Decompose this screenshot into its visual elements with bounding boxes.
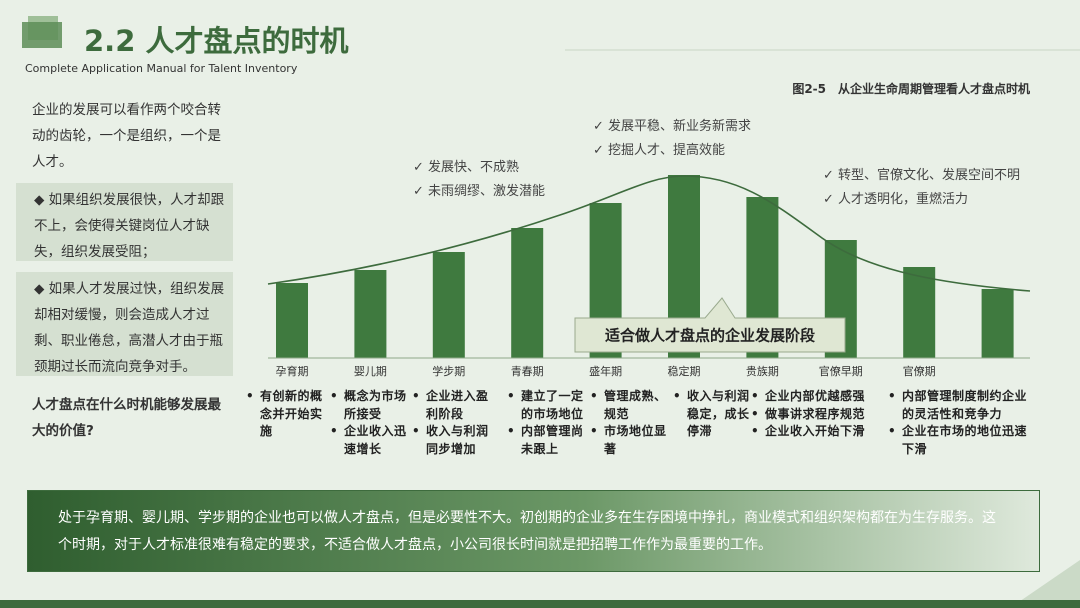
stage-note-item: 管理成熟、规范 <box>590 388 670 423</box>
annotation-group: ✓ 发展快、不成熟 ✓ 未雨绸缪、激发潜能 <box>413 156 545 204</box>
annotation: ✓ 发展平稳、新业务新需求 <box>593 119 752 134</box>
stage-note: 管理成熟、规范市场地位显著 <box>590 388 670 458</box>
bar <box>432 252 465 358</box>
x-tick-label: 孕育期 <box>276 364 309 378</box>
question: 人才盘点在什么时机能够发展最大的价值? <box>32 397 221 439</box>
stage-note-item: 企业在市场的地位迅速下滑 <box>888 423 1030 458</box>
stage-note: 概念为市场所接受企业收入迅速增长 <box>330 388 410 458</box>
stage-note-item: 有创新的概念并开始实施 <box>246 388 326 441</box>
footer-band <box>0 600 1080 608</box>
stage-note: 收入与利润稳定，成长停滞 <box>673 388 753 441</box>
annotation: ✓ 人才透明化，重燃活力 <box>823 192 969 207</box>
annotation: ✓ 转型、官僚文化、发展空间不明 <box>823 168 1021 183</box>
x-tick-label: 青春期 <box>511 365 544 378</box>
corner-deco <box>1010 560 1080 608</box>
x-tick-label: 学步期 <box>432 364 465 378</box>
stage-note-item: 企业收入迅速增长 <box>330 423 410 458</box>
bar <box>354 270 387 358</box>
annotation: ✓ 挖掘人才、提高效能 <box>593 143 726 158</box>
x-tick-label: 官僚期 <box>903 364 936 378</box>
annotation-group: ✓ 发展平稳、新业务新需求 ✓ 挖掘人才、提高效能 <box>593 115 751 163</box>
chart-title: 图2-5 从企业生命周期管理看人才盘点时机 <box>792 82 1030 96</box>
intro-paragraph: 企业的发展可以看作两个咬合转动的齿轮，一个是组织，一个是人才。 <box>32 102 221 170</box>
summary: 处于孕育期、婴儿期、学步期的企业也可以做人才盘点，但是必要性不大。初创期的企业多… <box>27 490 1040 572</box>
stage-note: 企业内部优越感强做事讲求程序规范企业收入开始下滑 <box>751 388 881 441</box>
x-tick-label: 官僚早期 <box>819 364 863 378</box>
x-tick-label: 稳定期 <box>668 364 701 378</box>
x-tick-label: 贵族期 <box>746 364 779 378</box>
stage-note-item: 做事讲求程序规范 <box>751 406 881 424</box>
bar <box>511 228 544 358</box>
x-tick-label: 盛年期 <box>589 364 622 378</box>
stage-note-item: 内部管理制度制约企业的灵活性和竞争力 <box>888 388 1030 423</box>
annotation: ✓ 未雨绸缪、激发潜能 <box>413 184 546 199</box>
stage-note: 企业进入盈利阶段收入与利润同步增加 <box>412 388 500 458</box>
callout-text: 适合做人才盘点的企业发展阶段 <box>605 327 815 345</box>
title: 2.2 人才盘点的时机 <box>84 24 349 58</box>
subtitle: Complete Application Manual for Talent I… <box>25 62 298 75</box>
lifecycle-curve <box>267 175 1031 292</box>
stage-note-item: 市场地位显著 <box>590 423 670 458</box>
stage-note-item: 内部管理尚未跟上 <box>507 423 593 458</box>
stage-note-item: 企业收入开始下滑 <box>751 423 881 441</box>
stage-note-item: 企业内部优越感强 <box>751 388 881 406</box>
stage-note: 内部管理制度制约企业的灵活性和竞争力企业在市场的地位迅速下滑 <box>888 388 1030 458</box>
stage-note-item: 概念为市场所接受 <box>330 388 410 423</box>
stage-note: 有创新的概念并开始实施 <box>246 388 326 441</box>
annotation: ✓ 发展快、不成熟 <box>413 160 520 175</box>
callout-box <box>574 297 846 353</box>
stage-note-item: 企业进入盈利阶段 <box>412 388 500 423</box>
intro-point: ◆ 如果组织发展很快，人才却跟不上，会使得关键岗位人才缺失，组织发展受阻； <box>16 183 233 261</box>
stage-note-item: 收入与利润稳定，成长停滞 <box>673 388 753 441</box>
bar <box>276 283 308 358</box>
stage-note-item: 收入与利润同步增加 <box>412 423 500 458</box>
stage-note-item: 建立了一定的市场地位 <box>507 388 593 423</box>
annotation-group: ✓ 转型、官僚文化、发展空间不明 ✓ 人才透明化，重燃活力 <box>823 164 1020 212</box>
logo-block <box>22 22 62 48</box>
bar <box>903 267 936 358</box>
intro-point: ◆ 如果人才发展过快，组织发展却相对缓慢，则会造成人才过剩、职业倦怠，高潜人才由… <box>16 272 233 376</box>
stage-note: 建立了一定的市场地位内部管理尚未跟上 <box>507 388 593 458</box>
bar <box>981 289 1014 358</box>
x-tick-label: 婴儿期 <box>354 365 387 378</box>
